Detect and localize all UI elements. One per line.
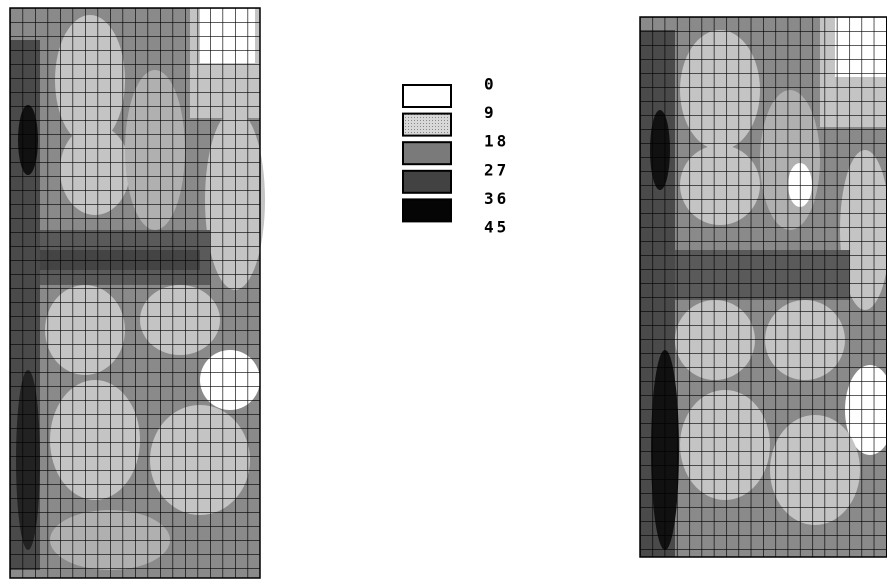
legend-swatch — [402, 112, 452, 137]
legend-label: 18 — [484, 132, 509, 151]
legend-swatch — [402, 198, 452, 223]
legend-swatch — [402, 84, 452, 108]
legend-label: 45 — [484, 218, 509, 237]
legend-swatch — [402, 141, 452, 166]
legend-label: 36 — [484, 189, 509, 208]
legend-label: 9 — [484, 103, 497, 122]
legend-label: 0 — [484, 75, 497, 94]
right-map — [639, 16, 887, 558]
left-map — [9, 7, 265, 579]
legend-swatch — [402, 169, 452, 194]
legend-label: 27 — [484, 160, 509, 179]
legend: 0 9 18 27 36 45 — [402, 75, 509, 237]
